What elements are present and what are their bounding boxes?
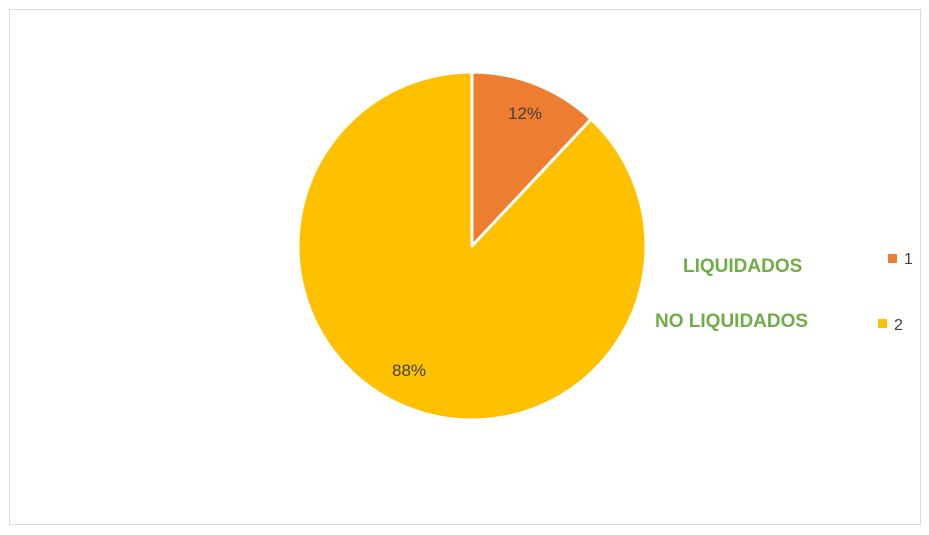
pie-slices bbox=[296, 70, 648, 422]
annotation-liquidados: LIQUIDADOS bbox=[683, 256, 802, 277]
pie-slice-2 bbox=[296, 70, 648, 422]
legend: 1 2 bbox=[878, 251, 913, 334]
annotations: LIQUIDADOS NO LIQUIDADOS bbox=[655, 256, 808, 332]
legend-swatch-1 bbox=[888, 254, 897, 263]
annotation-no-liquidados: NO LIQUIDADOS bbox=[655, 311, 808, 332]
data-label-1: 12% bbox=[508, 104, 542, 123]
legend-label-2: 2 bbox=[894, 317, 903, 334]
legend-label-1: 1 bbox=[904, 251, 913, 268]
data-label-2: 88% bbox=[392, 361, 426, 380]
pie-slice-1 bbox=[470, 70, 593, 248]
data-labels: 12% 88% bbox=[392, 104, 542, 380]
legend-swatch-2 bbox=[878, 319, 887, 328]
